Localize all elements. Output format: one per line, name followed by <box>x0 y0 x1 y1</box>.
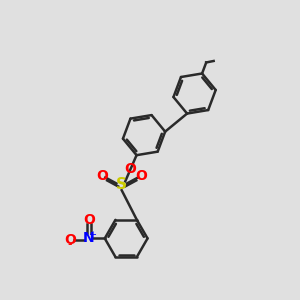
Text: O: O <box>96 169 108 183</box>
Text: N: N <box>82 231 94 245</box>
Text: O: O <box>125 162 136 176</box>
Text: O: O <box>64 233 76 247</box>
Text: S: S <box>116 177 127 192</box>
Text: O: O <box>83 213 95 227</box>
Text: +: + <box>88 230 96 240</box>
Text: -: - <box>68 238 72 251</box>
Text: O: O <box>135 169 147 183</box>
